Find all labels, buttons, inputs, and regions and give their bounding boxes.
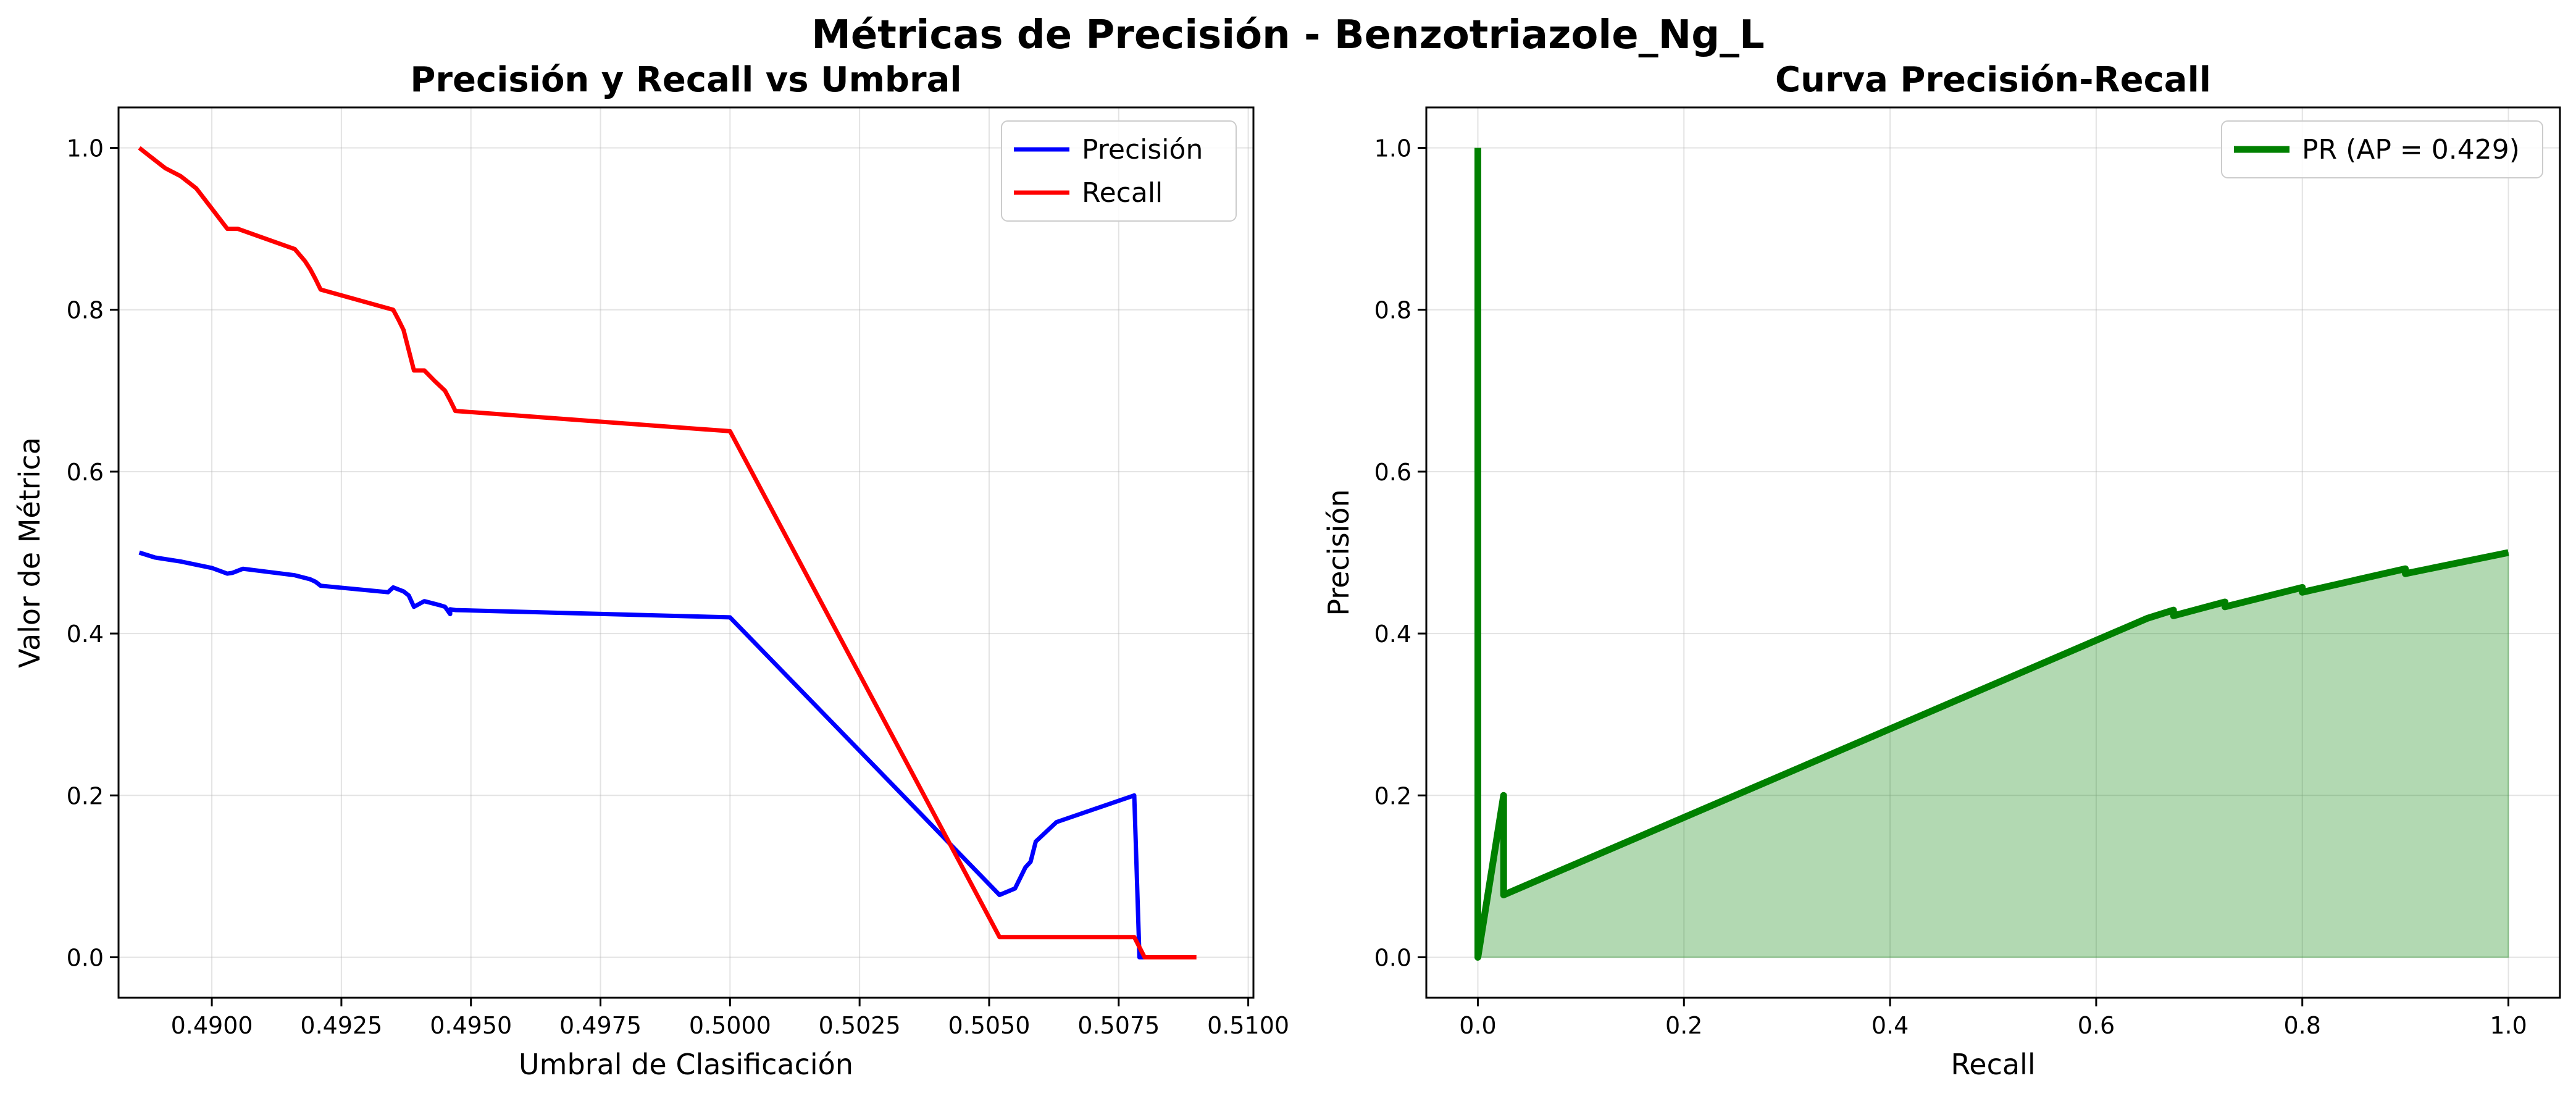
x-tick-label: 0.4 <box>1871 1012 1909 1039</box>
y-tick-label: 0.4 <box>1374 621 1411 648</box>
legend-label: PR (AP = 0.429) <box>2302 134 2520 165</box>
legend-box <box>2221 120 2543 178</box>
legend: Precisión Recall <box>1001 120 1237 222</box>
y-tick-label: 0.4 <box>67 621 104 648</box>
x-tick-label: 0.5025 <box>819 1012 901 1039</box>
x-tick-label: 0.2 <box>1665 1012 1702 1039</box>
series-line-pr-ap-0-429 <box>1474 148 2509 961</box>
x-axis-label: Recall <box>1951 1048 2035 1081</box>
x-tick-label: 0.8 <box>2284 1012 2321 1039</box>
x-tick-label: 0.0 <box>1459 1012 1496 1039</box>
y-tick-label: 0.6 <box>67 459 104 486</box>
y-tick-label: 0.0 <box>1374 944 1411 971</box>
y-axis-label: Valor de Métrica <box>13 437 46 668</box>
axes-frame <box>1425 106 2561 999</box>
x-axis-label: Umbral de Clasificación <box>519 1048 853 1081</box>
series-line-recall <box>138 146 1197 959</box>
x-tick-label: 0.4900 <box>171 1012 253 1039</box>
legend-label: Recall <box>1082 177 1163 209</box>
plot-area <box>1474 148 2509 961</box>
x-tick-label: 0.5000 <box>689 1012 771 1039</box>
y-tick-label: 0.2 <box>1374 782 1411 809</box>
series-line-precisi-n <box>138 550 1145 959</box>
legend-box <box>1001 120 1237 222</box>
precision-recall-vs-threshold-panel: 0.4900 0.4925 0.4950 0.4975 0.5000 0.5025 0.50… <box>13 60 1289 1081</box>
x-tick-label: 0.6 <box>2078 1012 2115 1039</box>
x-tick-label: 0.5050 <box>948 1012 1030 1039</box>
y-tick-label: 0.8 <box>1374 297 1411 324</box>
x-tick-label: 0.4925 <box>300 1012 382 1039</box>
precision-recall-curve-panel: 0.0 0.2 0.4 0.6 0.8 1.0 0.0 0.2 0.4 0.6 0.8 1.0 Curv… <box>1322 60 2561 1081</box>
y-tick-label: 0.2 <box>67 782 104 809</box>
y-tick-label: 0.0 <box>67 944 104 971</box>
panel-title: Precisión y Recall vs Umbral <box>410 60 961 100</box>
panel-title: Curva Precisión-Recall <box>1775 60 2211 100</box>
y-tick-label: 1.0 <box>67 135 104 162</box>
x-tick-label: 0.5075 <box>1077 1012 1160 1039</box>
y-tick-label: 1.0 <box>1374 135 1411 162</box>
x-tick-label: 0.4950 <box>430 1012 512 1039</box>
y-axis-label: Precisión <box>1322 489 1355 616</box>
plot-area <box>138 146 1197 959</box>
legend-label: Precisión <box>1082 134 1203 165</box>
x-tick-label: 0.4975 <box>559 1012 642 1039</box>
legend: PR (AP = 0.429) <box>2221 120 2543 178</box>
x-tick-label: 0.5100 <box>1207 1012 1289 1039</box>
y-tick-label: 0.6 <box>1374 459 1411 486</box>
y-tick-label: 0.8 <box>67 297 104 324</box>
x-tick-label: 1.0 <box>2490 1012 2527 1039</box>
axes-frame <box>117 106 1255 999</box>
figure-suptitle: Métricas de Precisión - Benzotriazole_Ng… <box>811 12 1765 58</box>
